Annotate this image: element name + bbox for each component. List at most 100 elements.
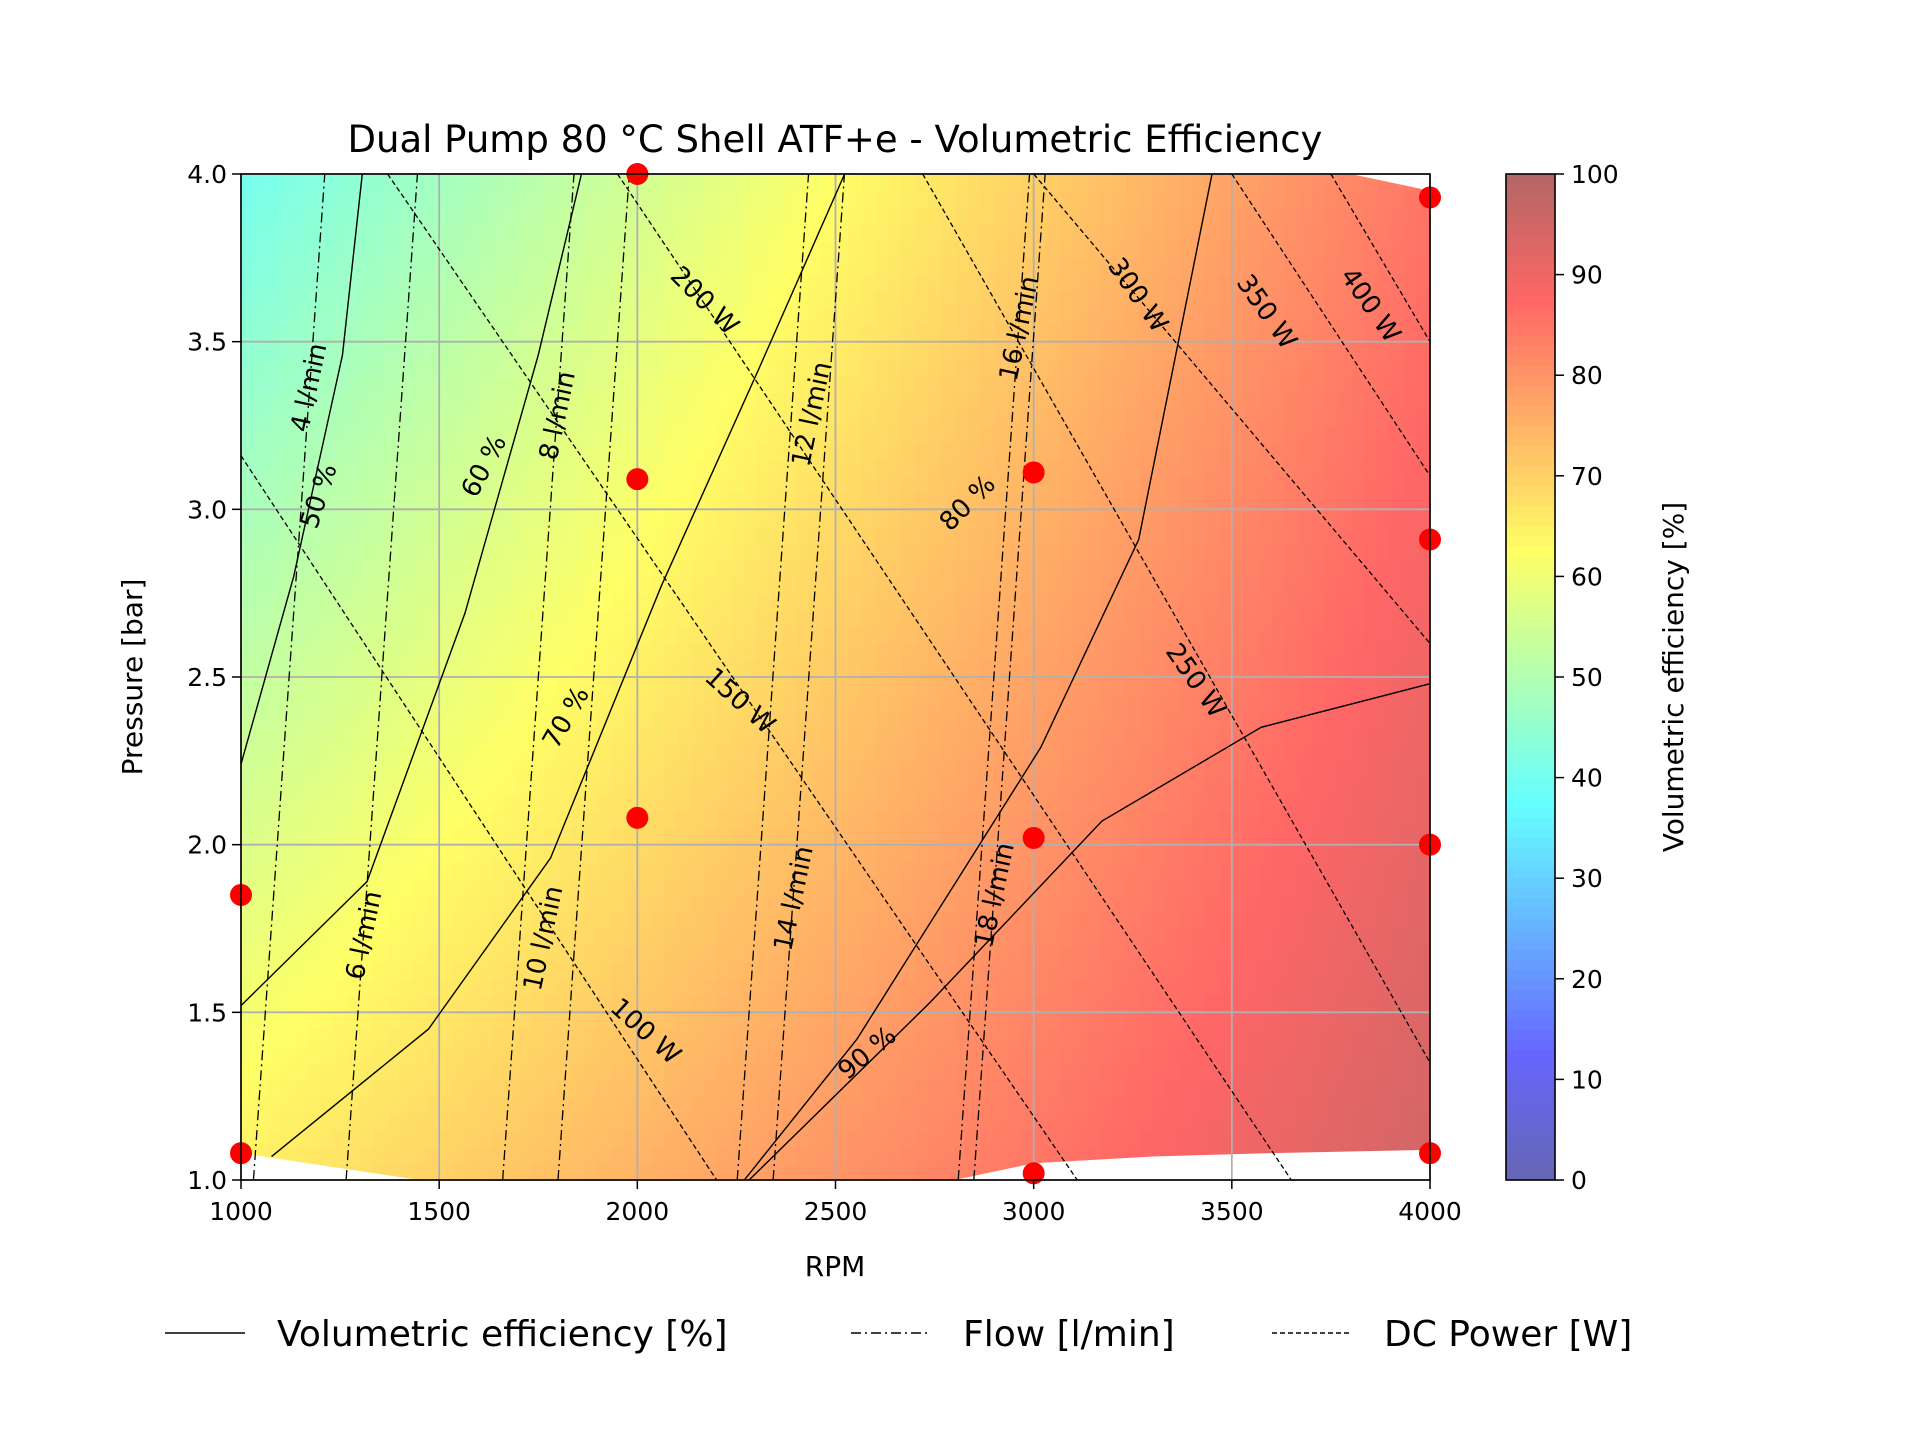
efficiency-cell xyxy=(1337,962,1352,980)
efficiency-cell xyxy=(1218,777,1233,795)
efficiency-cell xyxy=(690,878,704,896)
efficiency-cell xyxy=(967,727,982,745)
efficiency-cell xyxy=(1284,693,1299,712)
efficiency-cell xyxy=(848,190,863,209)
efficiency-cell xyxy=(293,878,308,896)
efficiency-cell xyxy=(1284,1096,1299,1114)
efficiency-cell xyxy=(663,727,678,745)
efficiency-cell xyxy=(1073,576,1088,594)
efficiency-cell xyxy=(359,1029,374,1047)
efficiency-cell xyxy=(1020,727,1035,745)
efficiency-cell xyxy=(307,643,321,661)
efficiency-cell xyxy=(650,827,665,846)
efficiency-cell xyxy=(1231,459,1246,477)
efficiency-cell xyxy=(584,475,599,494)
efficiency-cell xyxy=(1258,1029,1273,1047)
efficiency-cell xyxy=(769,962,784,980)
efficiency-cell xyxy=(346,257,361,276)
efficiency-cell xyxy=(822,257,837,276)
efficiency-cell xyxy=(386,593,401,611)
efficiency-cell xyxy=(293,442,308,460)
efficiency-cell xyxy=(478,358,493,376)
efficiency-cell xyxy=(875,190,889,209)
efficiency-cell xyxy=(1033,643,1048,661)
efficiency-cell xyxy=(452,442,467,460)
efficiency-cell xyxy=(1324,878,1339,896)
efficiency-cell xyxy=(716,475,731,494)
efficiency-cell xyxy=(795,509,810,527)
efficiency-cell xyxy=(1205,609,1220,628)
efficiency-cell xyxy=(980,291,995,309)
efficiency-cell xyxy=(452,408,467,427)
efficiency-cell xyxy=(967,190,982,209)
efficiency-cell xyxy=(822,895,837,913)
efficiency-cell xyxy=(1311,861,1325,879)
efficiency-cell xyxy=(1218,291,1233,309)
efficiency-cell xyxy=(1271,895,1286,913)
efficiency-cell xyxy=(901,978,916,997)
efficiency-cell xyxy=(835,794,850,812)
efficiency-cell xyxy=(729,710,744,728)
efficiency-cell xyxy=(597,358,612,376)
efficiency-cell xyxy=(743,744,757,762)
efficiency-cell xyxy=(835,1062,850,1080)
efficiency-cell xyxy=(1112,1112,1127,1131)
efficiency-cell xyxy=(941,459,955,477)
efficiency-cell xyxy=(333,475,348,494)
efficiency-cell xyxy=(677,811,691,829)
efficiency-cell xyxy=(1099,861,1114,879)
efficiency-cell xyxy=(280,844,295,863)
efficiency-cell xyxy=(439,844,453,863)
efficiency-cell xyxy=(320,811,335,829)
efficiency-cell xyxy=(346,844,361,863)
efficiency-cell xyxy=(914,609,929,628)
efficiency-cell xyxy=(650,559,665,577)
efficiency-cell xyxy=(861,324,876,343)
efficiency-cell xyxy=(875,626,889,645)
efficiency-cell xyxy=(822,224,837,242)
efficiency-cell xyxy=(716,844,731,863)
efficiency-cell xyxy=(280,895,295,913)
efficiency-cell xyxy=(505,1096,519,1114)
efficiency-cell xyxy=(822,542,837,561)
efficiency-cell xyxy=(359,1112,374,1131)
efficiency-cell xyxy=(1311,190,1325,209)
efficiency-cell xyxy=(386,559,401,577)
efficiency-cell xyxy=(412,794,427,812)
efficiency-cell xyxy=(1205,274,1220,292)
efficiency-cell xyxy=(544,1079,559,1097)
efficiency-cell xyxy=(320,224,335,242)
efficiency-cell xyxy=(558,308,572,326)
efficiency-cell xyxy=(716,576,731,594)
efficiency-cell xyxy=(1218,308,1233,326)
efficiency-cell xyxy=(1060,358,1074,376)
efficiency-cell xyxy=(412,341,427,360)
efficiency-cell xyxy=(1033,794,1048,812)
efficiency-cell xyxy=(967,1045,982,1064)
efficiency-cell xyxy=(663,174,678,192)
efficiency-cell xyxy=(1311,526,1325,544)
efficiency-cell xyxy=(716,861,731,879)
efficiency-cell xyxy=(1099,408,1114,427)
efficiency-cell xyxy=(439,878,453,896)
efficiency-cell xyxy=(743,542,757,561)
efficiency-cell xyxy=(1258,744,1273,762)
efficiency-cell xyxy=(888,643,903,661)
efficiency-cell xyxy=(1245,727,1259,745)
efficiency-cell xyxy=(861,609,876,628)
efficiency-cell xyxy=(1086,677,1101,695)
efficiency-cell xyxy=(809,811,823,829)
efficiency-cell xyxy=(677,609,691,628)
efficiency-cell xyxy=(241,174,255,192)
efficiency-cell xyxy=(1245,844,1259,863)
efficiency-cell xyxy=(254,324,268,343)
efficiency-cell xyxy=(412,962,427,980)
efficiency-cell xyxy=(901,174,916,192)
efficiency-cell xyxy=(835,475,850,494)
efficiency-cell xyxy=(1297,1129,1312,1148)
efficiency-cell xyxy=(1139,777,1154,795)
efficiency-cell xyxy=(1020,710,1035,728)
efficiency-cell xyxy=(1179,1129,1193,1148)
efficiency-cell xyxy=(1205,459,1220,477)
efficiency-cell xyxy=(729,660,744,678)
